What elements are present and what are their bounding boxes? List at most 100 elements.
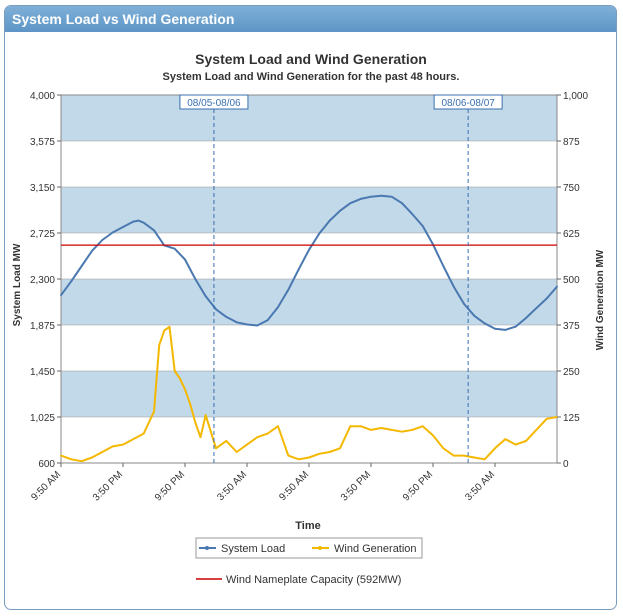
point-wind-generation — [153, 410, 155, 413]
point-system-load — [277, 306, 279, 309]
day-marker-box — [433, 94, 503, 110]
y-left-tick-label: 1,450 — [30, 367, 55, 378]
point-system-load — [173, 247, 176, 250]
y-left-tick-label: 1,875 — [30, 321, 55, 332]
x-tick-label: 9:50 AM — [277, 469, 311, 503]
day-markers: 08/05-08/06 08/06-08/07 — [179, 94, 503, 463]
point-wind-generation — [514, 443, 517, 446]
y-left-tick-label: 1,025 — [30, 413, 55, 424]
point-wind-generation — [142, 432, 145, 435]
point-wind-generation — [483, 458, 486, 461]
chart-title: System Load and Wind Generation — [195, 51, 427, 67]
point-wind-generation — [246, 443, 248, 446]
series-line-wind-generation — [60, 325, 558, 463]
point-wind-generation — [504, 438, 507, 440]
point-wind-generation — [370, 428, 372, 431]
point-wind-generation — [194, 421, 197, 424]
point-wind-generation — [173, 370, 176, 372]
point-system-load — [370, 195, 372, 198]
point-wind-generation — [411, 428, 414, 431]
plot-band — [61, 233, 557, 279]
point-wind-generation — [277, 425, 279, 428]
y-axis-label-right: Wind Generation MW — [595, 249, 606, 350]
point-system-load — [514, 325, 517, 328]
y-left-tick-label: 3,575 — [30, 137, 55, 148]
point-system-load — [101, 239, 104, 241]
point-wind-generation — [494, 447, 496, 450]
point-wind-generation — [215, 447, 217, 450]
y-right-tick-label: 625 — [563, 229, 580, 240]
point-wind-generation — [297, 458, 300, 461]
point-system-load — [132, 220, 135, 223]
y-right-tick-label: 1,000 — [563, 91, 588, 102]
point-system-load — [256, 324, 259, 327]
point-system-load — [266, 319, 269, 322]
y-left-tick-label: 3,150 — [30, 183, 55, 194]
point-system-load — [91, 249, 93, 252]
point-wind-generation — [225, 440, 228, 442]
point-system-load — [349, 202, 352, 205]
point-system-load — [556, 285, 558, 288]
point-wind-generation — [122, 443, 124, 446]
point-wind-generation — [158, 344, 161, 347]
legend-system-load-label[interactable]: System Load — [221, 543, 285, 555]
point-wind-generation — [168, 325, 171, 328]
point-wind-generation — [463, 454, 465, 457]
point-system-load — [308, 248, 310, 251]
point-wind-generation — [390, 428, 393, 431]
x-tick-label: 3:50 AM — [215, 469, 249, 503]
point-system-load — [194, 278, 197, 280]
point-wind-generation — [101, 451, 104, 453]
x-tick-label: 3:50 PM — [339, 469, 373, 503]
y-left-tick-label: 2,725 — [30, 229, 55, 240]
day-marker-label: 08/05-08/06 — [187, 98, 241, 109]
point-system-load — [153, 229, 155, 232]
plot-band — [61, 371, 557, 417]
point-wind-generation — [545, 417, 548, 420]
point-system-load — [525, 317, 527, 319]
point-system-load — [421, 225, 424, 227]
x-tick-label: 3:50 AM — [463, 469, 497, 503]
point-system-load — [359, 198, 362, 200]
point-system-load — [535, 307, 538, 310]
point-system-load — [225, 315, 228, 318]
point-system-load — [184, 258, 186, 261]
y-left-tick-label: 2,300 — [30, 275, 55, 286]
point-wind-generation — [318, 452, 321, 455]
point-system-load — [473, 314, 476, 317]
point-system-load — [235, 321, 238, 324]
point-system-load — [483, 322, 486, 325]
plot-band — [61, 325, 557, 371]
point-system-load — [246, 323, 248, 326]
point-wind-generation — [380, 427, 383, 429]
legend-wind-generation-marker — [318, 546, 322, 550]
y-axis-label-left: System Load MW — [12, 243, 23, 326]
point-system-load — [137, 219, 140, 222]
point-wind-generation — [349, 425, 352, 428]
point-system-load — [339, 209, 341, 212]
y-right-tick-label: 500 — [563, 275, 580, 286]
plot-band — [61, 417, 557, 463]
point-wind-generation — [473, 456, 476, 459]
point-wind-generation — [204, 414, 207, 417]
legend-wind-generation-label[interactable]: Wind Generation — [334, 543, 417, 555]
point-system-load — [380, 194, 383, 197]
point-system-load — [328, 219, 331, 222]
y-left-tick-label: 4,000 — [30, 91, 55, 102]
point-wind-generation — [184, 388, 186, 391]
point-wind-generation — [91, 456, 93, 459]
point-system-load — [545, 297, 548, 300]
y-right-tick-label: 750 — [563, 183, 580, 194]
point-wind-generation — [199, 436, 202, 439]
point-wind-generation — [535, 428, 538, 431]
point-system-load — [80, 265, 83, 267]
day-marker-box — [179, 94, 249, 110]
y-right-tick-label: 125 — [563, 413, 580, 424]
point-wind-generation — [525, 440, 527, 442]
point-wind-generation — [189, 403, 192, 406]
point-wind-generation — [452, 454, 455, 457]
point-system-load — [204, 295, 207, 298]
legend: System Load Wind Generation Wind Namepla… — [195, 537, 423, 586]
point-wind-generation — [60, 454, 62, 457]
